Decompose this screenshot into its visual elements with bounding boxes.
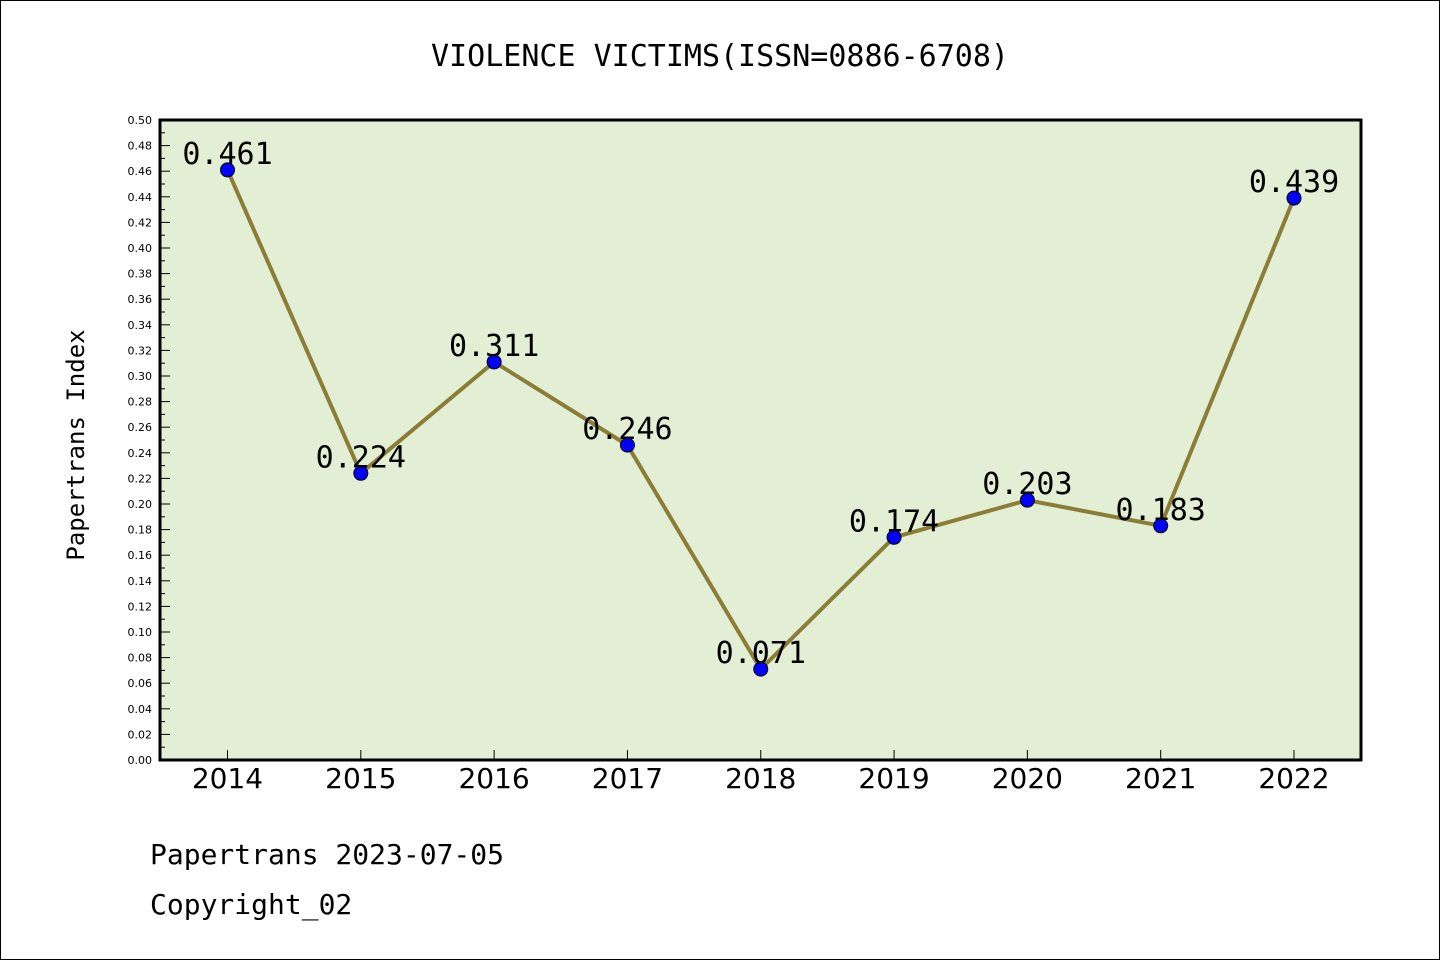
data-point (353, 465, 369, 481)
chart-title: VIOLENCE VICTIMS(ISSN=0886-6708) (431, 39, 1009, 74)
data-label: 0.311 (449, 329, 539, 364)
data-point (1019, 492, 1035, 508)
y-tick-label: 0.12 (128, 600, 153, 613)
y-tick-label: 0.14 (128, 575, 153, 588)
x-axis: 2014 2015 2016 2017 2018 2019 2020 2021 2022 (192, 750, 1330, 795)
y-tick-label: 0.50 (128, 114, 153, 127)
y-tick-label: 0.00 (128, 754, 153, 767)
data-label: 0.461 (182, 137, 272, 172)
data-point (220, 162, 235, 178)
y-tick-label: 0.46 (128, 165, 153, 178)
y-tick-label: 0.34 (128, 319, 153, 332)
x-tick-label: 2019 (858, 762, 929, 795)
y-tick-label: 0.36 (128, 293, 153, 306)
x-tick-label: 2017 (592, 762, 663, 795)
x-tick-label: 2018 (725, 762, 796, 795)
y-axis-label: Papertrans Index (62, 329, 90, 560)
x-tick-label: 2021 (1125, 762, 1196, 795)
y-tick-label: 0.32 (128, 344, 153, 357)
y-tick-label: 0.02 (128, 728, 153, 741)
x-tick-label: 2015 (325, 762, 396, 795)
y-tick-label: 0.40 (128, 242, 153, 255)
data-point (1286, 190, 1302, 206)
y-tick-label: 0.10 (128, 626, 153, 639)
data-label: 0.174 (849, 504, 939, 539)
data-point (753, 661, 769, 677)
y-tick-label: 0.44 (128, 191, 153, 204)
y-tick-label: 0.26 (128, 421, 153, 434)
series-line (220, 162, 1302, 677)
data-point (1153, 518, 1169, 534)
y-tick-label: 0.08 (128, 652, 153, 665)
data-point (619, 437, 635, 453)
y-tick-label: 0.04 (128, 703, 153, 716)
data-label: 0.071 (716, 636, 806, 671)
plot-area (158, 118, 1363, 762)
y-tick-label: 0.30 (128, 370, 153, 383)
x-tick-label: 2022 (1258, 762, 1329, 795)
y-tick-label: 0.20 (128, 498, 153, 511)
data-label: 0.203 (982, 467, 1072, 502)
footer-copyright: Copyright_02 (150, 888, 352, 922)
y-tick-label: 0.16 (128, 549, 153, 562)
data-point (486, 354, 502, 370)
footer-date: Papertrans 2023-07-05 (150, 838, 504, 871)
data-point (886, 529, 902, 545)
y-tick-label: 0.28 (128, 396, 153, 409)
y-tick-label: 0.24 (128, 447, 153, 460)
data-label: 0.439 (1249, 165, 1339, 200)
data-label: 0.246 (582, 412, 672, 447)
x-tick-label: 2016 (458, 762, 529, 795)
y-axis: 0.00 0.02 0.04 0.06 0.08 0.10 0.12 0.14 0.16 0.18… (128, 114, 170, 767)
y-tick-label: 0.48 (128, 140, 153, 153)
y-tick-label: 0.42 (128, 216, 153, 229)
y-tick-label: 0.06 (128, 677, 153, 690)
y-tick-label: 0.18 (128, 524, 153, 537)
data-labels: 0.461 0.224 0.311 0.246 0.071 0.174 0.203 0.183… (182, 137, 1339, 671)
y-tick-label: 0.38 (128, 268, 153, 281)
data-label: 0.224 (316, 440, 406, 475)
x-tick-label: 2014 (192, 762, 263, 795)
x-tick-label: 2020 (992, 762, 1063, 795)
y-tick-label: 0.22 (128, 472, 153, 485)
data-label: 0.183 (1116, 493, 1206, 528)
